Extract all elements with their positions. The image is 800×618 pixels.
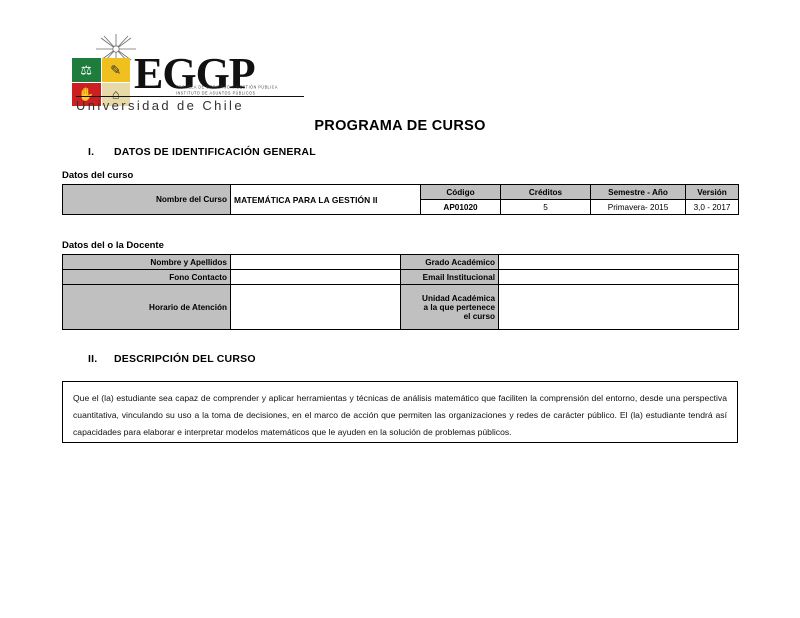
- table-row: AP01020 5 Primavera- 2015 3,0 - 2017: [63, 199, 739, 215]
- label-nombre-apellidos: Nombre y Apellidos: [62, 254, 231, 270]
- course-name-label: Nombre del Curso: [62, 184, 231, 215]
- logo-color-grid: ⚖ ✎ ✋ ⌂: [72, 58, 130, 106]
- label-fono-contacto: Fono Contacto: [62, 269, 231, 285]
- logo-cell-building: ⌂: [101, 82, 130, 106]
- field-grado-academico[interactable]: [498, 254, 739, 270]
- header-codigo: Código: [420, 184, 501, 200]
- label-unidad-academica: Unidad Académica a la que pertenece el c…: [400, 284, 499, 330]
- value-codigo: AP01020: [420, 199, 501, 215]
- unidad-line-1: Unidad Académica: [422, 293, 495, 303]
- field-unidad-academica[interactable]: [498, 284, 739, 330]
- logo-subtitle-institute: INSTITUTO DE ASUNTOS PÚBLICOS: [176, 90, 256, 96]
- section-heading-description: II. DESCRIPCIÓN DEL CURSO: [88, 353, 256, 365]
- table-row: Fono Contacto Email Institucional: [62, 269, 739, 285]
- table-row: Horario de Atención Unidad Académica a l…: [62, 284, 739, 330]
- label-email-institucional: Email Institucional: [400, 269, 499, 285]
- handshake-icon: ✋: [78, 86, 95, 102]
- value-semestre-ano: Primavera- 2015: [590, 199, 686, 215]
- logo-cell-handshake: ✋: [72, 82, 101, 106]
- section-label: DESCRIPCIÓN DEL CURSO: [114, 353, 256, 365]
- section-heading-identification: I. DATOS DE IDENTIFICACIÓN GENERAL: [88, 146, 316, 158]
- logo-cell-scales: ⚖: [72, 58, 101, 82]
- section-label: DATOS DE IDENTIFICACIÓN GENERAL: [114, 146, 316, 158]
- course-data-group-label: Datos del curso: [62, 170, 134, 181]
- logo-divider: [76, 96, 304, 97]
- table-row: Nombre del Curso MATEMÁTICA PARA LA GEST…: [62, 184, 739, 215]
- field-fono-contacto[interactable]: [230, 269, 401, 285]
- quill-icon: ✎: [110, 62, 122, 78]
- unidad-line-2: a la que pertenece: [423, 302, 495, 312]
- institution-logo: ⚖ ✎ ✋ ⌂ EGGP ESCUELA DE GOBIERNO Y GESTI…: [72, 32, 322, 113]
- scales-icon: ⚖: [80, 62, 93, 78]
- header-creditos: Créditos: [500, 184, 591, 200]
- teacher-data-table: Nombre y Apellidos Grado Académico Fono …: [62, 254, 739, 330]
- course-data-table: Nombre del Curso MATEMÁTICA PARA LA GEST…: [62, 184, 739, 215]
- value-creditos: 5: [500, 199, 591, 215]
- page-title: PROGRAMA DE CURSO: [314, 118, 486, 134]
- label-grado-academico: Grado Académico: [400, 254, 499, 270]
- unidad-line-3: el curso: [463, 311, 495, 321]
- header-version: Versión: [685, 184, 739, 200]
- value-version: 3,0 - 2017: [685, 199, 739, 215]
- course-description-box: Que el (la) estudiante sea capaz de comp…: [62, 381, 738, 443]
- field-nombre-apellidos[interactable]: [230, 254, 401, 270]
- teacher-data-group-label: Datos del o la Docente: [62, 240, 164, 251]
- section-number: II.: [88, 353, 98, 365]
- course-name-value: MATEMÁTICA PARA LA GESTIÓN II: [230, 184, 421, 215]
- field-email-institucional[interactable]: [498, 269, 739, 285]
- section-number: I.: [88, 146, 95, 158]
- header-semestre-ano: Semestre - Año: [590, 184, 686, 200]
- field-horario-atencion[interactable]: [230, 284, 401, 330]
- course-description-text: Que el (la) estudiante sea capaz de comp…: [73, 393, 727, 437]
- building-icon: ⌂: [111, 86, 120, 102]
- logo-cell-quill: ✎: [101, 58, 130, 82]
- label-horario-atencion: Horario de Atención: [62, 284, 231, 330]
- logo-wordmark: EGGP: [134, 49, 256, 98]
- logo-university-name: Universidad de Chile: [76, 98, 244, 113]
- star-burst-icon: [96, 34, 136, 64]
- table-row: Nombre y Apellidos Grado Académico: [62, 254, 739, 270]
- logo-subtitle-school: ESCUELA DE GOBIERNO Y GESTIÓN PÚBLICA: [176, 84, 278, 90]
